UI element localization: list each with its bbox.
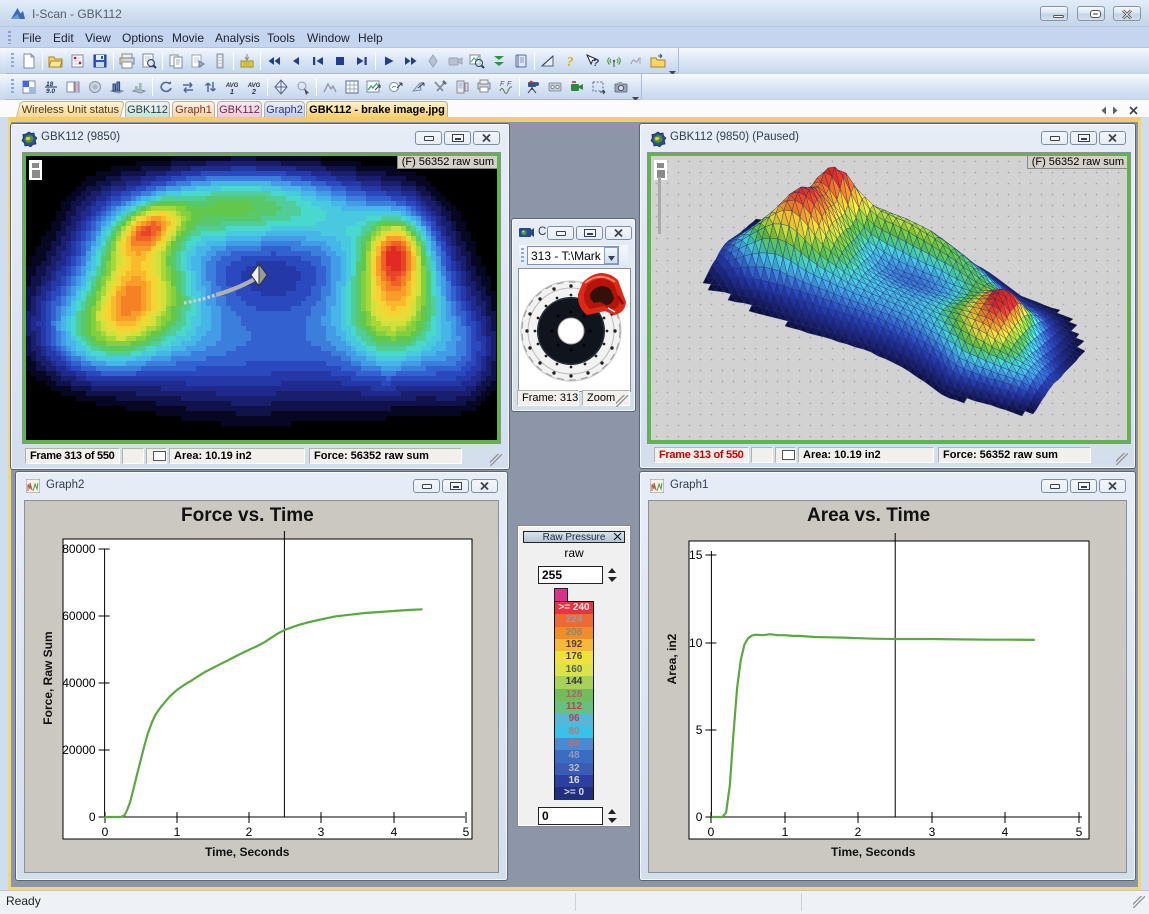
svg-text:0: 0 bbox=[708, 825, 715, 839]
svg-text:80000: 80000 bbox=[62, 542, 96, 556]
svg-text:F: F bbox=[507, 81, 512, 88]
svg-text:2: 2 bbox=[251, 89, 256, 95]
svg-text:15: 15 bbox=[689, 548, 703, 562]
svg-text:5: 5 bbox=[696, 723, 703, 737]
svg-text:5: 5 bbox=[1076, 825, 1083, 839]
svg-text:10: 10 bbox=[689, 636, 703, 650]
svg-text:3: 3 bbox=[318, 825, 325, 839]
svg-text:60000: 60000 bbox=[62, 609, 96, 623]
svg-text:2: 2 bbox=[246, 825, 253, 839]
svg-text:0: 0 bbox=[102, 825, 109, 839]
svg-text:1: 1 bbox=[174, 825, 181, 839]
svg-text:5: 5 bbox=[463, 825, 470, 839]
svg-text:1: 1 bbox=[782, 825, 789, 839]
svg-text:?: ? bbox=[593, 58, 599, 69]
svg-text:0: 0 bbox=[89, 810, 96, 824]
svg-text:F: F bbox=[500, 81, 505, 88]
svg-text:40000: 40000 bbox=[62, 676, 96, 690]
svg-text:4: 4 bbox=[1002, 825, 1009, 839]
svg-text:?: ? bbox=[567, 55, 574, 69]
svg-text:AVG: AVG bbox=[225, 83, 239, 89]
svg-text:20000: 20000 bbox=[62, 743, 96, 757]
svg-text:2: 2 bbox=[855, 825, 862, 839]
svg-text:4: 4 bbox=[391, 825, 398, 839]
svg-text:1: 1 bbox=[230, 89, 234, 95]
svg-text:AVG: AVG bbox=[247, 83, 261, 89]
svg-text:18: 18 bbox=[46, 81, 54, 88]
svg-text:9.0: 9.0 bbox=[46, 88, 55, 95]
svg-text:0: 0 bbox=[696, 810, 703, 824]
svg-text:3: 3 bbox=[929, 825, 936, 839]
